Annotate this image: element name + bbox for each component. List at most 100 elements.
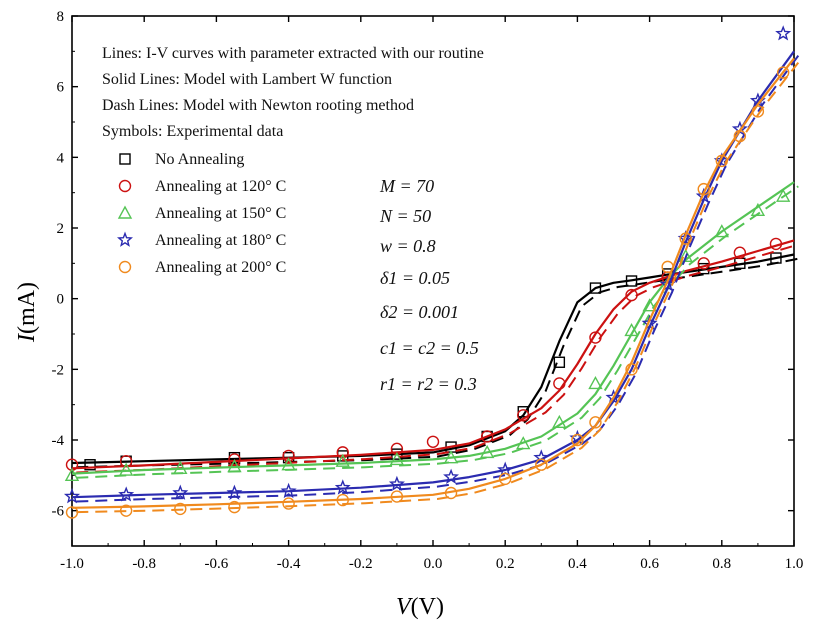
series-solid-line <box>71 181 795 475</box>
series-3 <box>63 25 800 504</box>
legend-marker-star <box>116 231 134 247</box>
legend: No Annealing Annealing at 120° C Anneali… <box>116 151 286 276</box>
series-solid-line <box>71 57 795 509</box>
data-point <box>444 486 458 500</box>
y-tick-label: 6 <box>57 80 65 96</box>
data-point <box>443 450 459 464</box>
legend-label: No Annealing <box>155 151 244 168</box>
series-4 <box>65 57 800 519</box>
data-point <box>65 506 79 519</box>
legend-marker-triangle <box>117 205 133 219</box>
x-tick-label: -0.2 <box>349 556 373 572</box>
data-point <box>714 224 729 238</box>
series-dash-line <box>76 55 800 503</box>
data-point <box>388 475 405 491</box>
data-point <box>173 460 188 474</box>
data-point <box>625 275 638 287</box>
data-point <box>605 389 622 405</box>
data-point <box>281 457 296 471</box>
parameters: M = 70 N = 50 w = 0.8 δ1 = 0.05 δ2 = 0.0… <box>379 176 479 394</box>
data-point <box>641 314 658 331</box>
data-point <box>517 409 530 422</box>
legend-label: Annealing at 150° C <box>155 205 286 222</box>
data-point <box>571 433 584 447</box>
y-tick-label: -6 <box>52 504 65 520</box>
data-point <box>624 323 639 337</box>
data-point <box>697 257 710 270</box>
data-point <box>678 248 693 262</box>
data-point <box>118 462 134 476</box>
param-m: M = 70 <box>379 176 434 196</box>
y-tick-label: 4 <box>57 150 65 166</box>
data-point <box>119 455 133 468</box>
legend-marker <box>116 231 134 247</box>
data-point <box>84 459 96 471</box>
data-point <box>533 449 550 465</box>
data-point <box>389 451 405 466</box>
data-point <box>443 468 459 485</box>
legend-item: Annealing at 200° C <box>118 259 286 276</box>
data-point <box>589 416 602 429</box>
data-point <box>553 356 566 368</box>
data-point <box>775 188 791 202</box>
data-point <box>750 202 766 217</box>
data-point <box>770 252 782 264</box>
x-tick-label: 0.4 <box>568 556 587 572</box>
data-point <box>63 487 81 504</box>
data-point <box>589 331 602 344</box>
data-point <box>642 298 657 312</box>
data-point <box>553 377 566 390</box>
data-point <box>733 246 747 259</box>
param-r: r1 = r2 = 0.3 <box>380 374 477 394</box>
data-point <box>589 282 602 294</box>
legend-marker <box>118 260 132 274</box>
data-point <box>282 497 295 510</box>
y-tick-label: 2 <box>57 221 65 237</box>
data-point <box>336 446 349 459</box>
series-dash-line <box>76 61 800 514</box>
param-delta2: δ2 = 0.001 <box>380 302 459 322</box>
x-axis-ticks: -1.0 -0.8 -0.6 -0.4 -0.2 0.0 0.2 0.4 0.6 0.8 1.0 <box>60 16 803 572</box>
note-solid: Solid Lines: Model with Lambert W functi… <box>102 71 392 88</box>
data-point <box>172 484 189 500</box>
data-point <box>733 129 747 143</box>
data-point <box>174 502 187 516</box>
data-point <box>776 66 790 79</box>
legend-label: Annealing at 120° C <box>155 178 286 195</box>
x-tick-label: -0.8 <box>132 556 156 572</box>
data-point <box>516 436 531 450</box>
y-tick-label: -4 <box>52 433 65 449</box>
data-point <box>679 232 692 245</box>
data-point <box>334 479 351 495</box>
data-point <box>588 376 603 390</box>
series-solid-line <box>71 50 795 499</box>
legend-marker <box>119 153 131 165</box>
series-layer <box>63 25 800 519</box>
x-tick-label: 1.0 <box>785 556 804 572</box>
data-point <box>751 105 765 118</box>
data-point <box>391 448 403 460</box>
data-point <box>661 260 674 274</box>
data-point <box>625 288 638 302</box>
data-point <box>119 504 133 517</box>
x-tick-label: 0.2 <box>496 556 515 572</box>
data-point <box>715 154 728 168</box>
data-point <box>535 458 548 471</box>
series-dash-line <box>76 243 799 474</box>
note-dash: Dash Lines: Model with Newton rooting me… <box>102 97 414 114</box>
data-point <box>226 484 243 500</box>
note-symbols: Symbols: Experimental data <box>102 123 283 140</box>
x-axis-label: V(V) <box>396 594 444 620</box>
legend-marker-circle <box>118 260 132 274</box>
note-lines: Lines: I-V curves with parameter extract… <box>102 45 484 62</box>
y-axis-ticks: -6 -4 -2 0 2 4 6 8 <box>52 9 794 547</box>
legend-marker <box>118 179 132 193</box>
legend-item: Annealing at 120° C <box>118 178 286 195</box>
legend-label: Annealing at 180° C <box>155 232 286 249</box>
data-point <box>335 453 350 467</box>
data-point <box>479 444 495 459</box>
legend-label: Annealing at 200° C <box>155 259 286 276</box>
y-axis-label: I(mA) <box>14 282 40 343</box>
data-point <box>118 486 135 502</box>
